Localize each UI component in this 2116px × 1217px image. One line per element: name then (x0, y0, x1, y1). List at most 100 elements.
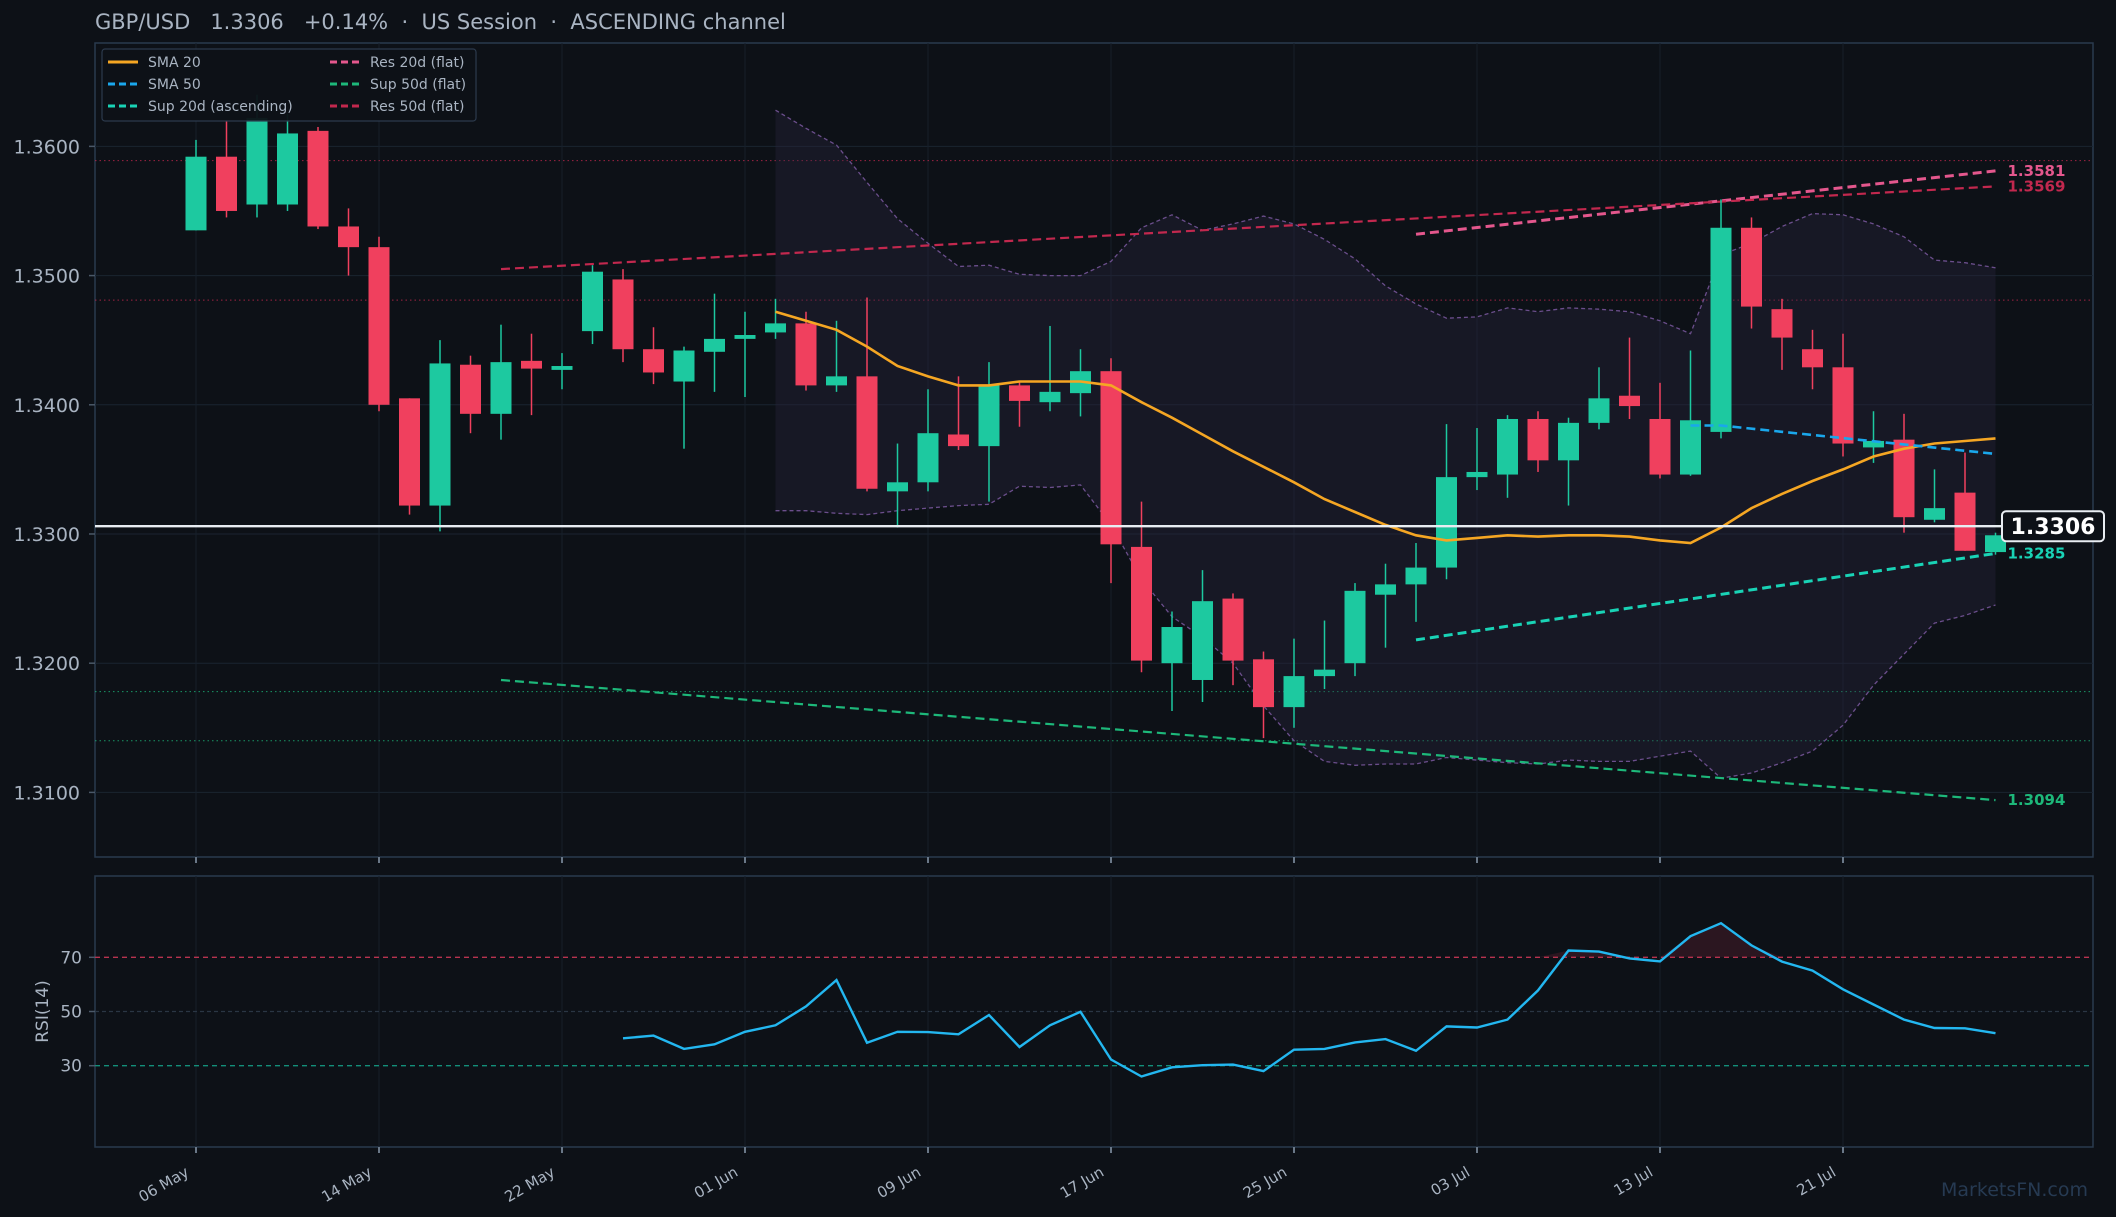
candle-body (948, 434, 969, 447)
rsi-line (622, 921, 1996, 1078)
xtick-label: 17 Jun (1057, 1163, 1107, 1202)
xtick-label: 13 Jul (1611, 1163, 1656, 1200)
candle-body (582, 271, 603, 332)
candle-body (460, 364, 481, 414)
candle-body (1405, 567, 1427, 585)
candle-body (1283, 676, 1305, 708)
xtick-label: 06 May (135, 1163, 192, 1206)
candle-body (1649, 418, 1671, 475)
last-price-value: 1.3306 (2011, 515, 2096, 540)
candle-body (1192, 601, 1213, 680)
candle-body (277, 133, 298, 205)
candle-body (399, 398, 420, 506)
chart-title: GBP/USD 1.3306 +0.14% · US Session · ASC… (95, 10, 786, 34)
candle-body (1314, 669, 1335, 677)
bollinger-upper-line (775, 109, 1996, 335)
candle-body (1924, 508, 1945, 520)
xtick-label: 14 May (318, 1163, 375, 1206)
candle-body (1771, 309, 1793, 338)
candle-body (1985, 535, 2006, 553)
rsi-overbought-fill (1538, 923, 1782, 958)
res20-label: 1.3581 (2008, 162, 2066, 180)
candle-body (1375, 584, 1396, 595)
rsi-ytick-label: 30 (60, 1057, 82, 1077)
price-ytick-label: 1.3300 (14, 524, 80, 546)
candle-body (1100, 371, 1122, 545)
res50-line (500, 185, 1996, 271)
candle-body (1222, 598, 1244, 661)
rsi-panel-frame (94, 875, 2094, 1148)
sma50-line (1690, 424, 1996, 456)
candlesticks (185, 94, 2006, 739)
candle-body (1893, 439, 1915, 518)
watermark: MarketsFN.com (1941, 1179, 2088, 1201)
candle-body (1009, 385, 1030, 401)
candle-body (1954, 492, 1976, 551)
candle-body (429, 363, 451, 506)
rsi-y-axis: 30 50 70 RSI(14) (33, 948, 95, 1077)
candle-body (1253, 659, 1274, 708)
sma20-line (775, 310, 1996, 545)
last-price-tag (2001, 510, 2105, 543)
candle-body (1802, 349, 1823, 368)
xtick-label: 25 Jun (1240, 1163, 1290, 1202)
candle-body (551, 366, 573, 370)
legend-label: SMA 20 (148, 55, 201, 71)
candle-body (643, 349, 664, 373)
bollinger-bands (775, 109, 1996, 779)
res50-label: 1.3569 (2008, 177, 2066, 195)
xtick-label: 09 Jun (874, 1163, 924, 1202)
xtick-label: 22 May (501, 1163, 558, 1206)
price-ytick-label: 1.3200 (14, 653, 80, 675)
price-ytick-label: 1.3100 (14, 782, 80, 804)
candle-body (1161, 627, 1183, 664)
candle-body (216, 156, 237, 211)
sup50-label: 1.3094 (2008, 791, 2066, 809)
candle-body (612, 279, 634, 350)
candle-body (490, 362, 512, 414)
candle-body (307, 130, 329, 227)
support_asc-label: 1.3285 (2008, 544, 2066, 562)
candle-body (1497, 418, 1518, 475)
candle-body (1741, 227, 1762, 307)
price-y-axis: 1.3100 1.3200 1.3300 1.3400 1.3500 1.3600 (14, 136, 95, 804)
legend-label: Sup 20d (ascending) (148, 99, 293, 115)
legend-label: Res 20d (flat) (370, 55, 464, 71)
xtick-label: 03 Jul (1428, 1163, 1473, 1200)
legend: SMA 20 Res 20d (flat) SMA 50 Sup 50d (flat)… (101, 48, 477, 122)
candle-body (1527, 418, 1549, 461)
candle-body (978, 385, 1000, 447)
candle-body (246, 117, 268, 205)
sup50-line (500, 678, 1996, 802)
candle-body (673, 350, 695, 382)
xtick-label: 01 Jun (691, 1163, 741, 1202)
candle-body (368, 247, 390, 405)
candle-body (1619, 395, 1640, 407)
candle-body (1436, 477, 1457, 568)
bollinger-lower-line (775, 484, 1996, 779)
candle-body (1710, 227, 1732, 432)
candle-body (1131, 546, 1152, 661)
candle-body (1558, 422, 1579, 461)
legend-label: Res 50d (flat) (370, 99, 464, 115)
legend-box (101, 48, 477, 122)
price-ytick-label: 1.3600 (14, 136, 80, 158)
candle-body (1344, 590, 1366, 664)
xtick-label: 21 Jul (1794, 1163, 1839, 1200)
price-ytick-label: 1.3500 (14, 266, 80, 288)
candle-body (338, 226, 359, 248)
rsi-panel-lines (95, 921, 2093, 1078)
candle-body (704, 338, 725, 352)
legend-label: Sup 50d (flat) (370, 77, 466, 93)
candle-body (1466, 471, 1488, 478)
price-ytick-label: 1.3400 (14, 395, 80, 417)
candle-body (521, 360, 542, 369)
candle-body (1039, 391, 1061, 403)
price-panel-frame (94, 42, 2094, 858)
candle-body (1863, 440, 1884, 448)
candle-body (826, 376, 847, 386)
candle-body (765, 323, 786, 333)
candle-body (734, 335, 756, 339)
candle-body (856, 376, 878, 489)
